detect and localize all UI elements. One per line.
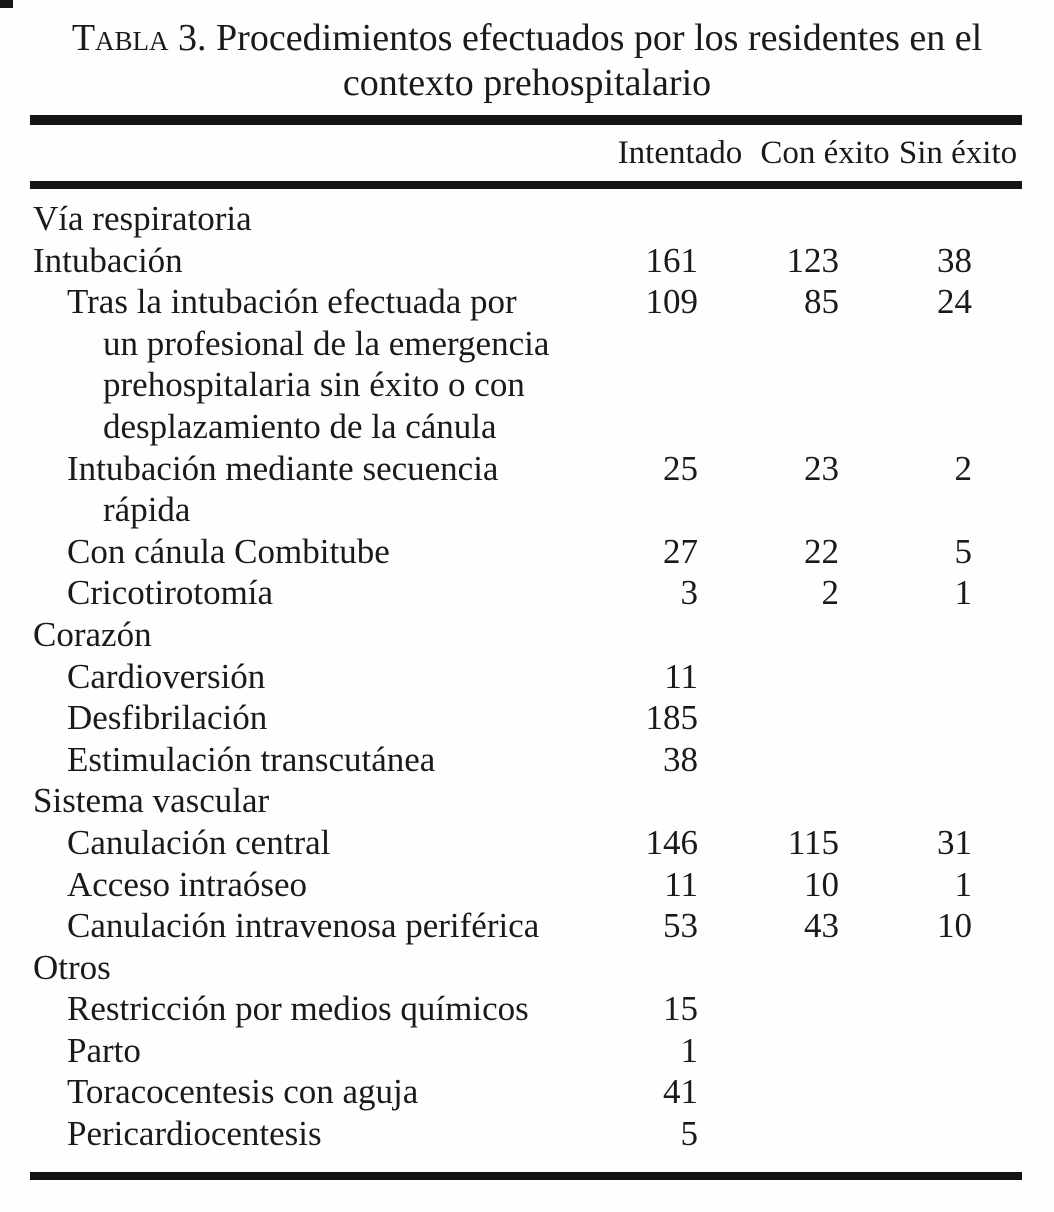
cell-con-exito: 23 xyxy=(804,448,839,488)
top-rule xyxy=(30,115,1022,125)
row-label-continuation: un profesional de la emergencia xyxy=(103,323,550,363)
table-row: Canulación central 146 115 31 xyxy=(30,822,1022,864)
row-label: Intubación xyxy=(33,240,183,280)
table-row-section: Sistema vascular xyxy=(30,780,1022,822)
table-number-label: Tabla 3. xyxy=(71,17,207,59)
cell-intentado: 41 xyxy=(663,1072,698,1112)
table-title-line1: Tabla 3. Procedimientos efectuados por l… xyxy=(0,16,1054,61)
cell-intentado: 5 xyxy=(680,1114,699,1154)
row-label: Otros xyxy=(33,947,111,987)
row-label-continuation: prehospitalaria sin éxito o con xyxy=(103,365,525,405)
cell-intentado: 1 xyxy=(680,1030,699,1070)
table-row: Toracocentesis con aguja 41 xyxy=(30,1071,1022,1113)
row-label: Acceso intraóseo xyxy=(67,864,308,904)
table-row: Estimulación transcutánea 38 xyxy=(30,739,1022,781)
table-row: Intubación mediante secuencia 25 23 2 xyxy=(30,448,1022,490)
cell-intentado: 185 xyxy=(645,698,699,738)
header-rule xyxy=(30,181,1022,189)
cell-sin-exito: 31 xyxy=(937,822,972,862)
row-label: Tras la intubación efectuada por xyxy=(67,282,517,322)
table-row-section: Otros xyxy=(30,947,1022,989)
row-label: Canulación central xyxy=(67,822,331,862)
table-row: Tras la intubación efectuada por 109 85 … xyxy=(30,281,1022,323)
table-row: Cricotirotomía 3 2 1 xyxy=(30,572,1022,614)
row-label-continuation: desplazamiento de la cánula xyxy=(103,406,497,446)
cell-sin-exito: 2 xyxy=(954,448,973,488)
row-label: Toracocentesis con aguja xyxy=(67,1072,419,1112)
cell-con-exito: 10 xyxy=(804,864,839,904)
column-header-con-exito: Con éxito xyxy=(760,135,890,171)
row-label: Restricción por medios químicos xyxy=(67,989,529,1029)
column-header-sin-exito: Sin éxito xyxy=(898,135,1018,171)
cell-sin-exito: 5 xyxy=(954,531,973,571)
cell-sin-exito: 1 xyxy=(954,573,973,613)
table-row: Pericardiocentesis 5 xyxy=(30,1113,1022,1155)
cell-sin-exito: 10 xyxy=(937,906,972,946)
cell-intentado: 3 xyxy=(680,573,699,613)
table-body: Vía respiratoria Intubación 161 123 38 T… xyxy=(0,189,1054,1172)
bottom-rule xyxy=(30,1171,1022,1180)
cell-intentado: 38 xyxy=(663,739,698,779)
column-header-intentado: Intentado xyxy=(617,135,743,171)
cell-intentado: 25 xyxy=(663,448,698,488)
row-label: Canulación intravenosa periférica xyxy=(67,906,540,946)
table-row-continuation: prehospitalaria sin éxito o con xyxy=(30,364,1022,406)
table-row: Canulación intravenosa periférica 53 43 … xyxy=(30,905,1022,947)
table-row: Cardioversión 11 xyxy=(30,656,1022,698)
cell-con-exito: 22 xyxy=(804,531,839,571)
row-label: Intubación mediante secuencia xyxy=(67,448,499,488)
table-header-row: Intentado Con éxito Sin éxito xyxy=(30,125,1022,181)
row-label: Con cánula Combitube xyxy=(67,531,390,571)
cell-con-exito: 43 xyxy=(804,906,839,946)
cell-sin-exito: 24 xyxy=(937,282,972,322)
cell-con-exito: 123 xyxy=(786,240,840,280)
table-title-text: Procedimientos efectuados por los reside… xyxy=(206,17,983,59)
cell-intentado: 15 xyxy=(663,989,698,1029)
table-row: Restricción por medios químicos 15 xyxy=(30,988,1022,1030)
cell-con-exito: 85 xyxy=(804,282,839,322)
cell-intentado: 146 xyxy=(645,822,699,862)
row-label-continuation: rápida xyxy=(103,490,191,530)
cell-intentado: 53 xyxy=(663,906,698,946)
row-label: Vía respiratoria xyxy=(33,199,252,238)
table-row-section: Vía respiratoria xyxy=(30,198,1022,240)
table-row-section: Corazón xyxy=(30,614,1022,656)
table-row: Con cánula Combitube 27 22 5 xyxy=(30,531,1022,573)
table-row-continuation: rápida xyxy=(30,489,1022,531)
cell-intentado: 109 xyxy=(645,282,699,322)
row-label: Pericardiocentesis xyxy=(67,1114,322,1154)
table-row: Parto 1 xyxy=(30,1030,1022,1072)
cell-intentado: 161 xyxy=(645,240,699,280)
table-title-line2: contexto prehospitalario xyxy=(342,62,712,104)
cell-intentado: 11 xyxy=(664,656,698,696)
table-row: Acceso intraóseo 11 10 1 xyxy=(30,864,1022,906)
scan-artifact xyxy=(0,0,13,8)
row-label: Corazón xyxy=(33,614,152,654)
row-label: Cardioversión xyxy=(67,656,266,696)
cell-con-exito: 115 xyxy=(787,822,839,862)
table-row-continuation: desplazamiento de la cánula xyxy=(30,406,1022,448)
row-label: Desfibrilación xyxy=(67,698,268,738)
cell-sin-exito: 38 xyxy=(937,240,972,280)
table-row-continuation: un profesional de la emergencia xyxy=(30,323,1022,365)
cell-intentado: 27 xyxy=(663,531,698,571)
cell-sin-exito: 1 xyxy=(954,864,973,904)
cell-intentado: 11 xyxy=(664,864,698,904)
table-row: Intubación 161 123 38 xyxy=(30,240,1022,282)
table-title: Tabla 3. Procedimientos efectuados por l… xyxy=(0,0,1054,106)
row-label: Estimulación transcutánea xyxy=(67,739,436,779)
row-label: Cricotirotomía xyxy=(67,573,274,613)
row-label: Parto xyxy=(67,1030,141,1070)
row-label: Sistema vascular xyxy=(33,781,270,821)
table-row: Desfibrilación 185 xyxy=(30,697,1022,739)
cell-con-exito: 2 xyxy=(821,573,840,613)
